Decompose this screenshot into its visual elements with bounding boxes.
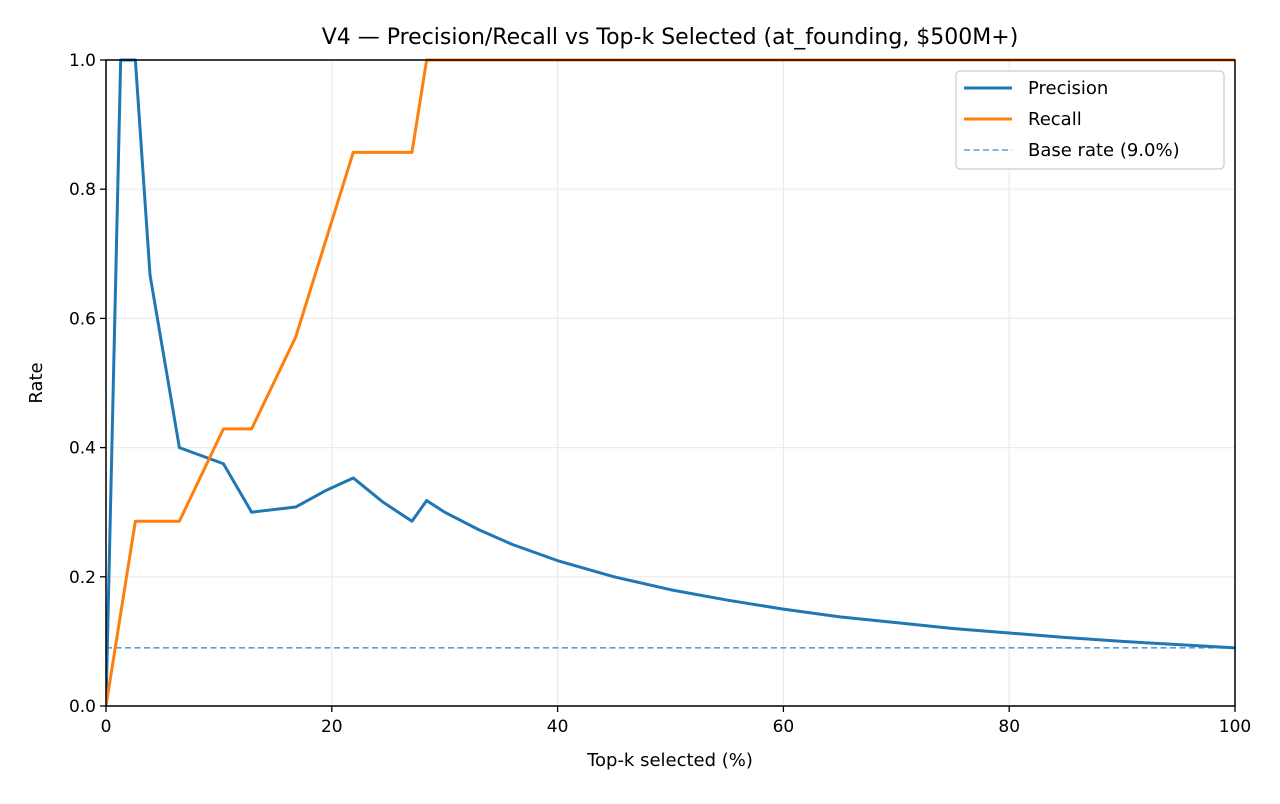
axes-frame: [105, 59, 1236, 707]
x-tick-label: 80: [998, 717, 1020, 737]
x-tick-label: 0: [101, 717, 112, 737]
x-tick-label: 100: [1219, 717, 1251, 737]
legend: Precision Recall Base rate (9.0%): [955, 70, 1225, 170]
y-tick-label: 0.2: [69, 568, 96, 588]
y-tick-label: 0.6: [69, 309, 96, 329]
x-axis-label: Top-k selected (%): [586, 750, 753, 771]
x-tick-label: 40: [547, 717, 569, 737]
series-recall-line: [106, 58, 1235, 707]
y-tick-label: 0.4: [69, 439, 96, 459]
y-tick-label: 0.0: [69, 697, 96, 717]
y-tick-label: 1.0: [69, 51, 96, 71]
y-axis-ticks: 0.0 0.2 0.4 0.6 0.8 1.0: [69, 51, 106, 717]
legend-label: Base rate (9.0%): [1028, 140, 1180, 161]
x-axis-ticks: 0 20 40 60 80 100: [101, 706, 1251, 737]
legend-label: Precision: [1028, 78, 1108, 99]
legend-box: [955, 70, 1225, 170]
y-axis-label: Rate: [26, 362, 47, 403]
x-tick-label: 20: [321, 717, 343, 737]
x-tick-label: 60: [773, 717, 795, 737]
legend-label: Recall: [1028, 109, 1082, 130]
plot-area: [106, 58, 1235, 707]
y-tick-label: 0.8: [69, 180, 96, 200]
chart-title: V4 — Precision/Recall vs Top-k Selected …: [322, 25, 1019, 50]
axes: [105, 59, 1236, 707]
